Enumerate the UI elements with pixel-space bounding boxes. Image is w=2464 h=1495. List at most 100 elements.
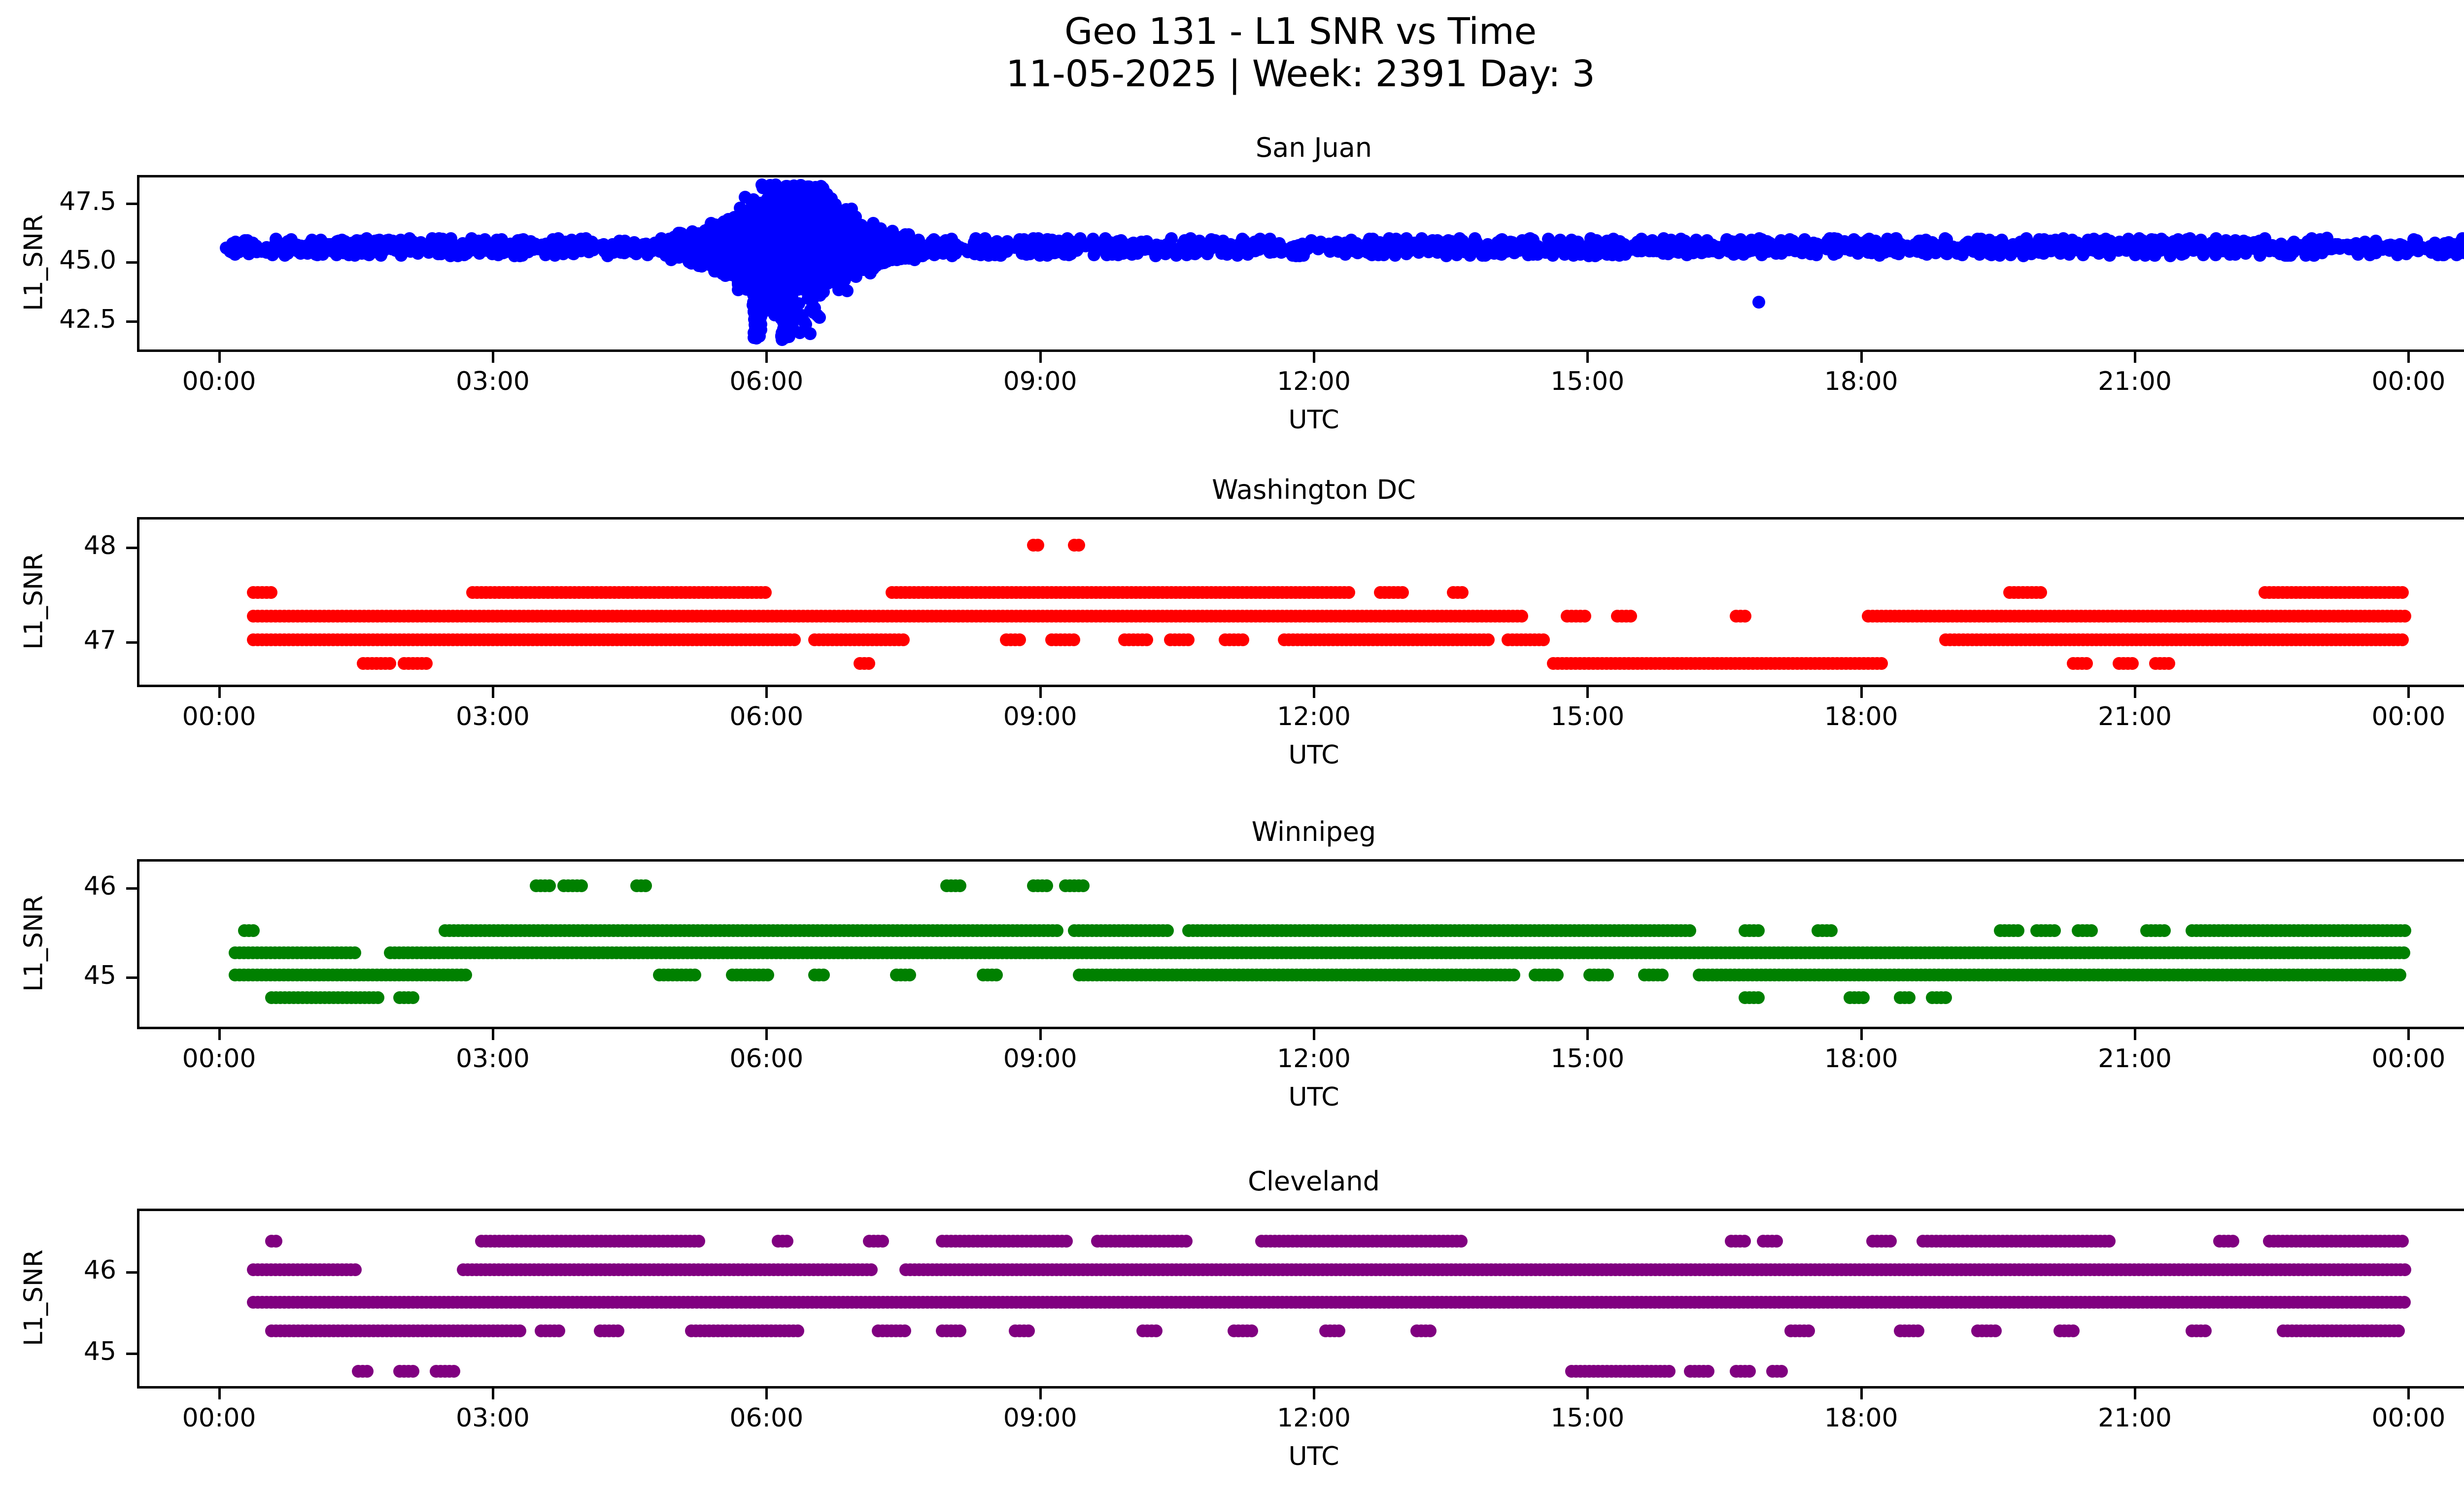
data-point [795, 268, 808, 281]
data-point [867, 245, 881, 258]
data-point [1311, 242, 1325, 255]
data-point [2455, 243, 2464, 256]
data-point [983, 586, 996, 599]
data-point [884, 252, 897, 266]
data-point [692, 248, 706, 262]
data-point [1336, 238, 1349, 251]
data-point [784, 219, 797, 232]
data-point [828, 261, 841, 274]
data-point [988, 237, 1001, 250]
data-point [803, 252, 816, 265]
data-point [713, 261, 726, 274]
data-point [868, 254, 882, 267]
data-point [861, 239, 875, 252]
data-point [1586, 247, 1600, 261]
data-point [876, 247, 890, 260]
data-point [852, 251, 865, 265]
data-point [727, 586, 741, 599]
data-point [779, 250, 792, 264]
data-point [753, 205, 766, 218]
data-point [808, 301, 821, 314]
data-point [751, 245, 764, 258]
data-point [863, 266, 877, 279]
data-point [664, 243, 678, 256]
data-point [696, 240, 710, 253]
data-point [683, 255, 696, 269]
data-point [898, 245, 911, 258]
data-point [606, 238, 619, 251]
data-point [411, 246, 425, 260]
data-point [729, 240, 742, 253]
data-point [728, 235, 741, 248]
data-point [741, 276, 754, 289]
data-point [860, 246, 873, 260]
data-point [679, 246, 692, 260]
data-point [824, 236, 837, 249]
data-point [1193, 243, 1206, 256]
data-point [1098, 586, 1112, 599]
data-point [684, 229, 697, 243]
data-point [714, 242, 727, 255]
data-point [696, 227, 709, 240]
data-point [476, 240, 489, 253]
data-point [751, 298, 764, 311]
data-point [728, 228, 741, 242]
data-point [738, 221, 751, 234]
data-point [715, 251, 728, 264]
data-point [779, 227, 792, 240]
data-point [697, 239, 710, 252]
data-point [805, 233, 818, 246]
data-point [843, 255, 856, 269]
data-point [587, 243, 600, 257]
data-point [674, 238, 687, 251]
data-point [444, 249, 457, 263]
data-point [776, 237, 789, 250]
data-point [837, 245, 851, 258]
data-point [780, 215, 793, 229]
data-point [903, 586, 917, 599]
data-point [1724, 241, 1737, 254]
data-point [755, 231, 768, 244]
data-point [2149, 249, 2162, 262]
x-tick-label-san-juan-4: 12:00 [1277, 367, 1351, 396]
data-point [1893, 238, 1907, 251]
data-point [760, 258, 773, 271]
data-point [2148, 234, 2161, 247]
data-point [689, 228, 703, 242]
data-point [1583, 243, 1596, 256]
data-point [845, 245, 858, 258]
data-point [1286, 248, 1299, 262]
data-point [766, 217, 780, 230]
data-point [813, 220, 826, 233]
data-point [780, 225, 793, 238]
data-point [698, 243, 712, 256]
data-point [798, 256, 812, 270]
data-point [695, 244, 708, 257]
data-point [758, 225, 771, 238]
data-point [826, 239, 839, 252]
data-point [2409, 236, 2423, 249]
data-point [694, 252, 707, 265]
data-point [700, 252, 714, 266]
data-point [1165, 586, 1178, 599]
data-point [512, 240, 525, 253]
data-point [683, 232, 696, 245]
data-point [493, 237, 507, 250]
data-point [305, 233, 318, 246]
data-point [706, 242, 719, 255]
data-point [858, 240, 871, 253]
data-point [2168, 238, 2181, 251]
data-point [802, 214, 816, 228]
data-point [687, 254, 700, 267]
data-point [829, 238, 842, 251]
data-point [729, 237, 743, 250]
data-point [751, 303, 764, 316]
data-point [2054, 247, 2067, 260]
data-point [660, 248, 673, 262]
data-point [1763, 237, 1776, 250]
data-point [1181, 235, 1194, 248]
data-point [779, 311, 792, 324]
data-point [827, 247, 840, 261]
data-point [878, 252, 891, 266]
data-point [682, 241, 695, 254]
